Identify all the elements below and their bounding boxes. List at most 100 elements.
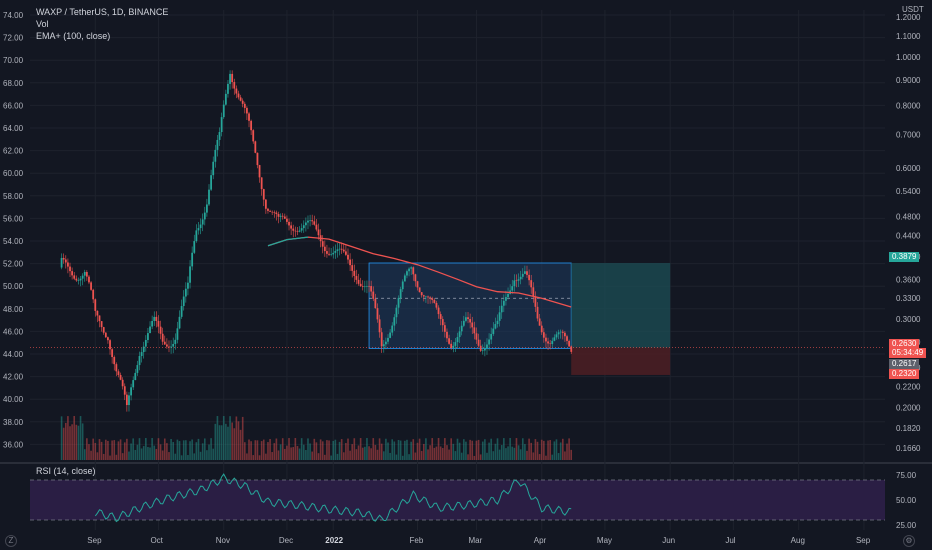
candle-body <box>275 212 278 214</box>
rsi-label[interactable]: RSI (14, close) <box>36 466 96 476</box>
candle-body <box>267 208 269 211</box>
volume-bar <box>254 440 257 460</box>
candle-body <box>532 287 535 297</box>
volume-bar <box>391 439 394 460</box>
volume-bar <box>69 426 71 460</box>
last-price-tag: 0.2630 <box>889 339 920 349</box>
x-axis-tick: Mar <box>468 536 482 545</box>
volume-bar <box>364 446 366 460</box>
volume-bar <box>225 423 227 460</box>
candle-body <box>429 297 432 299</box>
candle-body <box>511 286 514 291</box>
candle-body <box>454 342 457 346</box>
candle-body <box>465 317 467 321</box>
candle-body <box>523 271 526 274</box>
candle-body <box>498 312 501 321</box>
candle-body <box>380 332 383 347</box>
volume-bar <box>557 453 560 460</box>
x-axis-tick: Sep <box>856 536 871 545</box>
volume-bar <box>564 451 566 460</box>
timezone-icon[interactable]: Z <box>5 535 17 547</box>
volume-bar <box>492 451 495 460</box>
x-axis-tick: May <box>597 536 612 545</box>
candle-body <box>123 386 126 395</box>
volume-bar <box>498 449 501 460</box>
volume-bar <box>286 445 288 460</box>
volume-bar <box>431 438 434 460</box>
candle-body <box>366 286 368 287</box>
candle-body <box>414 274 417 282</box>
left-axis-tick: 56.00 <box>3 214 24 223</box>
candle-body <box>496 320 499 325</box>
candle-body <box>311 220 314 222</box>
volume-bar <box>500 445 503 460</box>
candle-body <box>452 345 455 348</box>
candle-body <box>178 316 181 329</box>
candle-body <box>258 165 261 178</box>
candle-body <box>142 346 145 353</box>
volume-bar <box>404 440 406 460</box>
candle-body <box>462 320 465 326</box>
candle-body <box>488 339 490 345</box>
candle-body <box>205 204 208 213</box>
volume-bar <box>94 442 97 460</box>
right-axis-tick: 0.3000 <box>896 315 921 324</box>
candle-body <box>286 218 288 222</box>
candle-body <box>94 299 97 311</box>
candle-body <box>149 326 151 334</box>
volume-bar <box>98 439 101 460</box>
volume-bar <box>401 455 404 460</box>
candle-body <box>262 189 265 200</box>
candle-body <box>277 213 280 217</box>
volume-bar <box>372 438 375 460</box>
candle-body <box>389 332 392 338</box>
settings-icon[interactable]: ⚙ <box>903 535 915 547</box>
candle-body <box>300 228 303 231</box>
candle-body <box>283 216 286 219</box>
candle-body <box>494 324 497 329</box>
volume-bar <box>380 443 383 460</box>
volume-bar <box>298 448 301 460</box>
volume-bar <box>256 440 259 460</box>
volume-bar <box>433 447 436 460</box>
candle-body <box>446 331 448 339</box>
volume-bar <box>195 442 198 460</box>
left-axis-tick: 38.00 <box>3 418 24 427</box>
volume-bar <box>168 452 170 460</box>
candle-body <box>208 189 210 205</box>
volume-bar <box>543 440 545 460</box>
volume-bar <box>420 450 423 460</box>
volume-bar <box>448 449 450 460</box>
volume-bar <box>96 452 99 460</box>
volume-bar <box>315 442 318 460</box>
volume-bar <box>361 447 364 460</box>
candle-body <box>347 254 349 260</box>
volume-label[interactable]: Vol <box>36 19 49 29</box>
volume-bar <box>208 444 210 460</box>
volume-bar <box>469 439 471 460</box>
volume-bar <box>73 416 76 460</box>
volume-bar <box>83 449 86 460</box>
candle-body <box>107 337 109 341</box>
volume-bar <box>206 450 208 460</box>
candle-body <box>170 346 172 348</box>
left-axis-tick: 72.00 <box>3 34 24 43</box>
volume-bar <box>435 446 438 460</box>
x-axis-tick: Dec <box>279 536 293 545</box>
volume-bar <box>370 448 372 460</box>
candle-body <box>483 348 486 351</box>
candle-body <box>250 120 253 131</box>
candle-body <box>460 325 463 332</box>
ema-label[interactable]: EMA+ (100, close) <box>36 31 111 41</box>
candle-body <box>69 266 71 272</box>
right-axis-tick: 0.3300 <box>896 294 921 303</box>
candle-body <box>210 175 213 190</box>
symbol-title[interactable]: WAXP / TetherUS, 1D, BINANCE <box>36 7 169 17</box>
candle-body <box>551 340 554 344</box>
volume-bar <box>176 439 179 460</box>
candle-body <box>288 221 290 226</box>
volume-bar <box>71 424 73 460</box>
candle-body <box>557 332 560 335</box>
candle-body <box>85 271 88 277</box>
